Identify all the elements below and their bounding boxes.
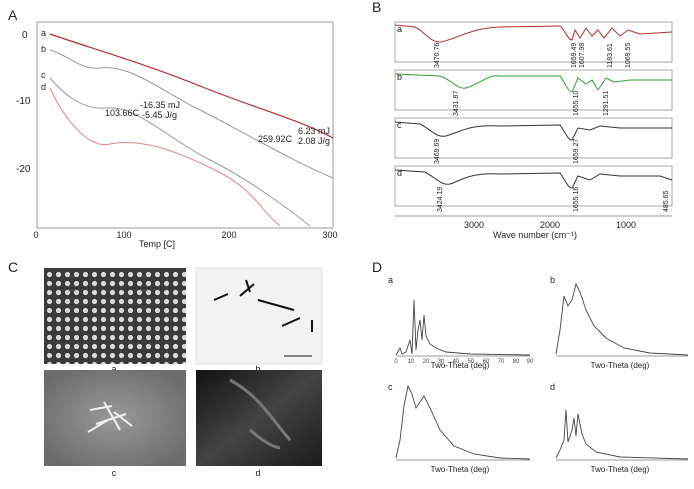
panel-d-b-xlabel: Two-Theta (deg) [591,361,650,370]
panel-d-a-tick-6: 60 [483,359,490,365]
panel-d-label-b: b [550,275,555,285]
panel-c-caption-a: a [111,364,116,374]
panel-d-d-xlabel: Two-Theta (deg) [591,465,650,474]
panel-d-a-tick-9: 90 [527,359,534,365]
panel-b-peak-d-0: 3424.19 [437,187,444,212]
panel-b-peak-d-2: 485.65 [663,190,670,212]
panel-b-peak-b-0: 3431.87 [453,91,460,116]
panel-c-image-d [196,370,322,466]
panel-d-c-trace [395,384,531,460]
panel-b-ftir-plot: 3000 2000 1000 Wave number (cm⁻¹) a 3470… [394,21,673,240]
panel-b-trace-a [394,24,673,43]
panel-a-dsc-plot: 0 -10 -20 0 100 200 300 Temp [C] a b c d… [16,21,338,249]
panel-a-label-a: a [41,28,46,38]
panel-a-ytick-0: 0 [22,30,28,41]
panel-a-xtick-2: 200 [221,230,236,240]
panel-b-label-b: b [397,72,402,82]
panel-a-xtick-0: 0 [33,230,38,240]
panel-a-annot-a-specific: 2.08 J/g [298,136,330,146]
panel-a-label-d: d [41,82,46,92]
panel-a-label-b: b [41,44,46,54]
panel-b-trace-d [394,169,673,189]
panel-b-peak-a-0: 3470.76 [434,43,441,68]
panel-b-xtick-0: 3000 [464,220,484,230]
panel-b-label-d: d [397,168,402,178]
panel-a-frame [36,21,334,229]
panel-a-letter: A [8,7,18,23]
panel-b-box-c [394,117,673,159]
panel-c-letter: C [8,259,18,275]
panel-d-a-tick-3: 30 [438,359,445,365]
panel-b-box-b [394,69,673,111]
panel-d-letter: D [372,259,382,275]
panel-a-annot-a-temp: 259.92C [258,134,293,144]
panel-a-ytick-2: -20 [16,164,31,175]
panel-a-curve-c [49,77,311,227]
panel-b-peak-c-1: 1659.27 [573,139,580,164]
panel-d-a-tick-5: 50 [468,359,475,365]
panel-b-peak-a-3: 1183.61 [607,43,614,68]
panel-b-box-a [394,21,673,63]
panel-c-tem-images: a b c d [44,267,323,478]
panel-a-curve-a [49,33,334,139]
panel-a-annot-c-energy: -16.35 mJ [140,100,180,110]
panel-b-xtick-2: 1000 [616,220,636,230]
panel-d-a-tick-0: 0 [394,359,398,365]
panel-d-label-c: c [388,382,393,392]
panel-a-xtick-1: 100 [116,230,131,240]
panel-d-d-trace [555,409,689,460]
panel-b-peak-b-2: 1291.51 [603,91,610,116]
panel-a-annot-a-energy: 6.23 mJ [298,126,330,136]
panel-d-a-xlabel: Two-Theta (deg) [431,361,490,370]
panel-a-curve-b [49,49,334,179]
panel-c-image-b [195,267,323,365]
panel-c-image-a [44,268,186,364]
panel-d-a-tick-2: 20 [423,359,430,365]
panel-d-ticks: 0 10 20 30 40 50 60 70 80 90 [394,359,534,365]
panel-b-xtick-1: 2000 [540,220,560,230]
panel-a-curve-d [49,87,281,227]
panel-b-label-c: c [397,120,402,130]
panel-b-peak-a-4: 1069.55 [625,43,632,68]
panel-a-annot-c-temp: 103.66C [105,108,140,118]
panel-b-trace-b [394,73,672,93]
panel-c-caption-d: d [255,468,260,478]
panel-b-peak-a-2: 1607.98 [579,43,586,68]
panel-b-peak-b-1: 1655.10 [573,91,580,116]
panel-b-peak-d-1: 1655.16 [573,187,580,212]
panel-d-label-a: a [388,275,393,285]
panel-d-b-trace [555,282,689,356]
panel-c-caption-c: c [112,468,117,478]
panel-a-annot-c-specific: -5.45 J/g [142,110,177,120]
panel-b-label-a: a [397,24,402,34]
panel-d-a-trace [395,299,531,356]
panel-b-trace-c [394,121,672,141]
panel-a-xlabel: Temp [C] [139,239,175,249]
panel-a-ytick-1: -10 [16,96,31,107]
panel-c-image-b-needles [213,279,313,332]
panel-d-c-xlabel: Two-Theta (deg) [431,465,490,474]
panel-d-a-tick-4: 40 [453,359,460,365]
panel-b-peak-a-1: 1659.49 [571,43,578,68]
panel-d-xrd-plots: a Two-Theta (deg) b Two-Theta (deg) c Tw… [388,275,689,474]
panel-b-box-d [394,165,673,207]
panel-d-label-d: d [550,382,555,392]
panel-b-letter: B [372,0,381,15]
panel-b-peak-c-0: 3469.69 [434,139,441,164]
panel-d-a-tick-1: 10 [408,359,415,365]
panel-c-caption-b: b [255,364,260,374]
panel-a-label-c: c [41,70,46,80]
panel-d-a-tick-8: 80 [513,359,520,365]
panel-c-image-d-fold [229,378,292,450]
panel-d-a-tick-7: 70 [498,359,505,365]
panel-a-xtick-3: 300 [322,230,337,240]
panel-b-xlabel: Wave number (cm⁻¹) [493,230,577,240]
panel-c-image-c-crystals [87,401,133,433]
